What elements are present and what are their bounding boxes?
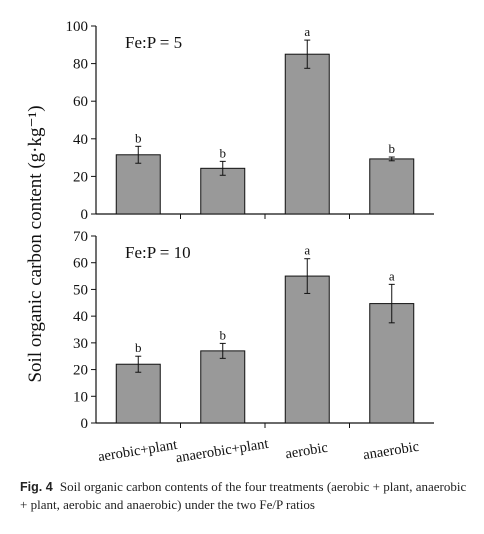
bar — [284, 53, 330, 215]
significance-label: a — [304, 243, 310, 258]
significance-label: a — [389, 268, 395, 283]
significance-label: b — [389, 141, 396, 156]
bar — [200, 350, 246, 424]
bar — [200, 167, 246, 215]
y-tick-label: 80 — [73, 57, 88, 73]
y-tick-label: 60 — [73, 94, 88, 110]
y-tick-label: 20 — [73, 363, 88, 379]
y-tick-label: 100 — [66, 19, 89, 35]
panel-fe-p-5: 0 20 40 60 80 100 Fe:P = 5 b b a b — [66, 19, 434, 223]
significance-label: b — [220, 327, 227, 342]
x-tick-label: anaerobic — [362, 439, 420, 464]
significance-label: b — [220, 145, 227, 160]
y-tick-label: 30 — [73, 336, 88, 352]
y-tick-label: 60 — [73, 256, 88, 272]
caption-label: Fig. 4 — [20, 480, 53, 494]
y-tick-label: 0 — [81, 416, 89, 432]
figure: 0 20 40 60 80 100 Fe:P = 5 b b a b 0 10 20 30 40 50 60 70… — [25, 19, 434, 466]
bar — [115, 154, 161, 215]
y-axis-label: Soil organic carbon content (g·kg⁻¹) — [25, 105, 46, 382]
panel-label: Fe:P = 10 — [125, 243, 191, 262]
significance-label: a — [304, 24, 310, 39]
bar — [284, 275, 330, 424]
x-tick-label: anaerobic+plant — [175, 436, 270, 466]
significance-label: b — [135, 340, 142, 355]
bar — [369, 303, 415, 424]
y-tick-label: 50 — [73, 282, 88, 298]
y-tick-label: 40 — [73, 309, 88, 325]
y-tick-label: 20 — [73, 169, 88, 185]
bar — [369, 158, 415, 215]
significance-label: b — [135, 130, 142, 145]
x-tick-label: aerobic+plant — [97, 437, 178, 465]
caption-text: Soil organic carbon contents of the four… — [20, 479, 467, 512]
panel-label: Fe:P = 5 — [125, 33, 182, 52]
y-tick-label: 0 — [81, 207, 89, 223]
y-tick-label: 70 — [73, 229, 88, 245]
figure-caption: Fig. 4 Soil organic carbon contents of t… — [20, 478, 470, 514]
panel-fe-p-10: 0 10 20 30 40 50 60 70 Fe:P = 10 b b a a aerobic+plan… — [73, 229, 434, 466]
x-tick-label: aerobic — [284, 440, 329, 462]
y-tick-label: 10 — [73, 389, 88, 405]
y-tick-label: 40 — [73, 132, 88, 148]
bar — [115, 363, 161, 424]
